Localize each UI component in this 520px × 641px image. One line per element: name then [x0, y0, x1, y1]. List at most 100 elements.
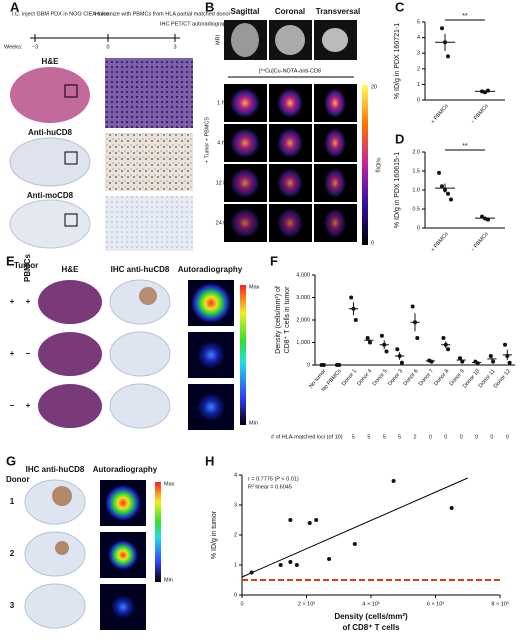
panel-label: A — [10, 0, 20, 14]
x-tick-label: 2 × 10³ — [298, 601, 315, 607]
column-header: Autoradiography — [178, 265, 243, 274]
x-tick-label: 8 × 10³ — [491, 601, 508, 607]
significance: ** — [462, 143, 468, 150]
group-label: + Tumor + PBMCS — [204, 117, 210, 163]
he-section — [38, 384, 102, 428]
sign: + — [10, 297, 15, 306]
donor-label: 2 — [10, 549, 15, 558]
sign: − — [10, 401, 15, 410]
autorad-signal — [191, 283, 231, 323]
point — [446, 191, 450, 196]
hla-value: 0 — [429, 434, 432, 440]
scale-unit: %ID/g — [375, 158, 381, 173]
week: 0 — [106, 44, 109, 50]
point — [446, 54, 450, 59]
point — [249, 570, 254, 575]
panel-label: F — [270, 253, 278, 268]
time-label: 12 h — [216, 180, 227, 186]
x-axis-label: of CD8⁺ T cells — [342, 623, 400, 632]
point — [288, 560, 293, 564]
pet-grid: 1 h 4 h 12 h 24 h — [216, 84, 357, 242]
panel-label: D — [395, 131, 404, 146]
ihc-section — [109, 331, 171, 377]
y-tick-label: 3 — [417, 51, 420, 57]
y-tick-label: 2,000 — [296, 317, 310, 323]
view-label: Sagittal — [231, 7, 260, 16]
point — [278, 563, 283, 567]
x-tick-label: Donor 3 — [387, 368, 404, 387]
point — [446, 347, 451, 352]
point — [486, 88, 490, 93]
stain-label: H&E — [42, 57, 60, 66]
mri-label: MRI — [215, 34, 221, 45]
point — [353, 318, 358, 322]
sign: + — [10, 349, 15, 358]
hla-value: 0 — [506, 434, 509, 440]
pet-signal — [230, 208, 260, 238]
mocd8-section — [9, 199, 91, 249]
x-axis-label: Density (cells/mm²) — [334, 612, 408, 621]
roi — [64, 151, 78, 165]
ihc-section — [24, 583, 86, 629]
hla-value: 0 — [475, 434, 478, 440]
y-tick-label: 2 — [234, 532, 237, 538]
panel-label: G — [6, 453, 16, 468]
pet-signal — [230, 128, 260, 158]
panel-e: Tumor PBMCs H&E IHC anti-huCD8 Autoradio… — [10, 253, 260, 430]
colorbar — [240, 285, 246, 425]
x-tick-label: + PBMCs — [430, 103, 450, 125]
mri-brain — [231, 23, 259, 57]
y-tick-label: 0 — [417, 225, 420, 231]
y-tick-label: 0 — [307, 362, 310, 368]
point — [440, 184, 444, 189]
y-tick-label: 2.0 — [412, 149, 420, 155]
hla-value: 0 — [444, 434, 447, 440]
point — [507, 360, 512, 365]
x-tick-label: Donor 5 — [372, 368, 389, 387]
x-tick-label: Donor 4 — [356, 368, 373, 387]
ihc-section — [109, 279, 171, 325]
hla-value: 5 — [352, 434, 355, 440]
sign: + — [26, 297, 31, 306]
point — [437, 170, 441, 175]
y-tick-label: 4,000 — [296, 272, 310, 278]
y-tick-label: 0 — [234, 592, 237, 598]
stain-label: Anti-moCD8 — [27, 191, 74, 200]
y-tick-label: 0.5 — [412, 206, 420, 212]
weeks-label: Weeks: — [4, 44, 23, 50]
y-axis-label: % ID/g in tumor — [211, 510, 218, 559]
column-header: IHC anti-huCD8 — [26, 465, 85, 474]
y-tick-label: 5 — [417, 19, 420, 25]
scale-max: Max — [164, 481, 175, 487]
y-tick-label: 0 — [417, 97, 420, 103]
mri-brain — [322, 28, 348, 52]
ihc-stain — [52, 486, 72, 506]
point — [410, 304, 415, 309]
scale-min: Min — [249, 420, 258, 426]
y-tick-label: 1 — [417, 82, 420, 88]
view-label: Transversal — [316, 7, 360, 16]
x-tick-label: Donor 8 — [433, 368, 450, 387]
y-tick-label: 1.5 — [412, 168, 420, 174]
pet-signal — [324, 128, 346, 158]
scale-max: 20 — [371, 84, 377, 90]
hla-value: 5 — [383, 434, 386, 440]
pet-signal — [324, 168, 346, 198]
he-section — [38, 280, 102, 324]
panel-b: Sagittal Coronal Transversal MRI [⁶⁴Cu]C… — [204, 7, 380, 246]
cd8-section — [9, 137, 91, 187]
annotation: r = 0.7775 (P < 0.01) — [248, 476, 299, 482]
colorbar — [362, 85, 368, 245]
autorad-signal — [197, 393, 225, 421]
y-tick-label: 1,000 — [296, 340, 310, 346]
sign: + — [26, 401, 31, 410]
point — [379, 333, 384, 338]
y-axis-label: % ID/g in PDX 160721-1 — [394, 23, 401, 99]
y-tick-label: 4 — [417, 35, 420, 41]
y-tick-label: 1 — [234, 562, 237, 568]
x-tick-label: − PBMCs — [470, 103, 490, 125]
hla-value: 0 — [490, 434, 493, 440]
pet-signal — [277, 88, 303, 118]
significance: ** — [462, 13, 468, 20]
colorbar — [155, 482, 161, 582]
